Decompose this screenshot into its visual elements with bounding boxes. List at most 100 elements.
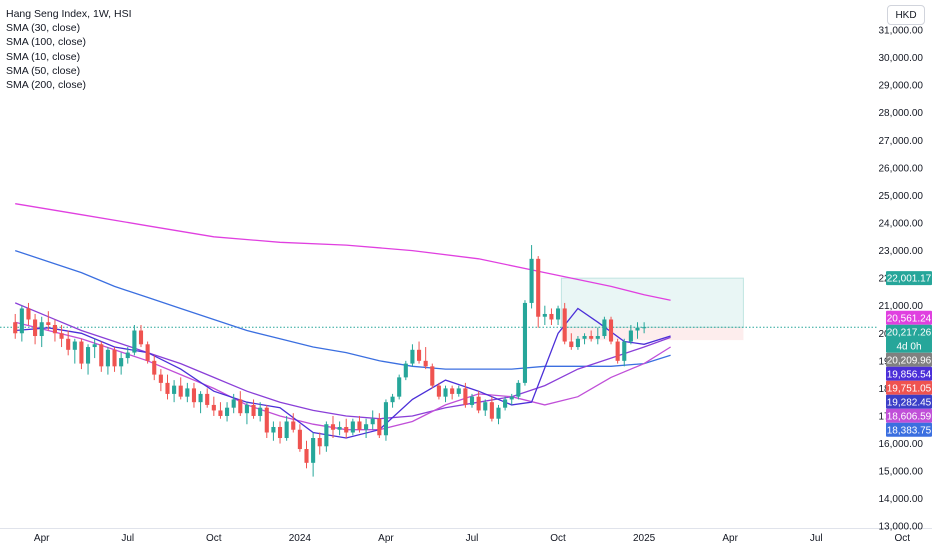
candle-body: [271, 426, 276, 433]
candle-body: [503, 399, 508, 408]
candle-body: [277, 426, 283, 439]
price-tag: [886, 271, 932, 286]
candle-body: [311, 438, 316, 463]
price-tag-label: 19,856.54: [887, 369, 932, 380]
candle-body: [476, 396, 481, 411]
candle-body: [205, 393, 210, 405]
candle-body: [628, 330, 633, 342]
price-tag-label: 18,383.75: [887, 425, 932, 436]
price-tag-label: 22,001.17: [887, 274, 932, 285]
candle-body: [178, 385, 183, 397]
candle-body: [317, 438, 322, 447]
candle-body: [423, 360, 428, 367]
candle-body: [105, 349, 110, 367]
candle-body: [516, 382, 521, 397]
candle-body: [496, 407, 501, 419]
candle-body: [489, 402, 494, 419]
candle-body: [529, 258, 534, 303]
price-tag: [886, 352, 932, 367]
y-tick-label: 23,000.00: [879, 246, 924, 257]
candle-body: [211, 404, 216, 411]
chart-title[interactable]: Hang Seng Index, 1W, HSI: [6, 8, 132, 20]
x-tick-label: 2024: [289, 533, 312, 544]
candle-body: [125, 352, 130, 359]
candle-body: [463, 388, 468, 405]
price-tag: [886, 422, 932, 437]
candle-body: [304, 449, 309, 463]
candle-body: [562, 308, 567, 342]
candle-body: [542, 313, 547, 317]
y-tick-label: 26,000.00: [879, 163, 924, 174]
candle-body: [383, 402, 388, 436]
candle-body: [66, 338, 71, 350]
candle-body: [403, 363, 408, 378]
candle-body: [39, 322, 44, 337]
candle-body: [608, 319, 614, 342]
candle-body: [291, 421, 296, 430]
chart-legend: Hang Seng Index, 1W, HSI SMA (30, close)…: [6, 7, 132, 92]
sma-line: [14, 249, 671, 370]
x-tick-label: 2025: [633, 533, 656, 544]
candle-body: [350, 421, 355, 433]
y-tick-label: 30,000.00: [879, 53, 924, 64]
price-tag-countdown: 4d 0h: [896, 341, 921, 352]
candle-body: [469, 396, 475, 405]
candle-body: [244, 404, 249, 414]
legend-sma-100[interactable]: SMA (100, close): [6, 36, 86, 49]
y-tick-label: 25,000.00: [879, 191, 924, 202]
x-tick-label: Jul: [466, 533, 479, 544]
candle-body: [231, 399, 236, 408]
price-tag-label: 20,217.26: [887, 327, 932, 338]
sma-line: [15, 203, 671, 301]
candle-body: [258, 407, 263, 416]
candle-body: [152, 360, 157, 375]
candle-body: [132, 330, 137, 353]
candle-body: [602, 319, 607, 337]
x-tick-label: Apr: [34, 533, 50, 544]
candle-body: [85, 347, 91, 364]
x-tick-label: Oct: [206, 533, 222, 544]
candle-body: [410, 349, 415, 364]
price-tag: [886, 408, 932, 423]
price-tag-label: 19,282.45: [887, 397, 932, 408]
y-tick-label: 24,000.00: [879, 219, 924, 230]
y-tick-label: 16,000.00: [879, 439, 924, 450]
legend-sma-30[interactable]: SMA (30, close): [6, 22, 81, 35]
candle-body: [264, 407, 269, 433]
candle-body: [443, 388, 448, 397]
position-stop-zone: [561, 327, 744, 341]
y-tick-label: 31,000.00: [879, 26, 924, 37]
candle-body: [436, 385, 441, 397]
candle-body: [549, 313, 554, 320]
candle-body: [397, 377, 402, 397]
legend-sma-50[interactable]: SMA (50, close): [6, 64, 81, 77]
candle-body: [251, 404, 256, 416]
candle-body: [191, 388, 197, 403]
x-tick-label: Jul: [121, 533, 134, 544]
legend-sma-200[interactable]: SMA (200, close): [6, 79, 86, 92]
price-tag-label: 20,561.24: [887, 313, 932, 324]
candle-body: [615, 341, 620, 361]
y-tick-label: 28,000.00: [879, 108, 924, 119]
price-tag: [886, 324, 932, 353]
price-tag: [886, 394, 932, 409]
candle-body: [138, 330, 144, 345]
x-tick-label: Apr: [722, 533, 738, 544]
candle-body: [569, 341, 574, 348]
candle-body: [582, 336, 587, 339]
price-tag-label: 18,606.59: [887, 411, 932, 422]
candle-body: [92, 344, 97, 348]
candle-body: [79, 341, 84, 364]
currency-button[interactable]: HKD: [887, 5, 925, 25]
legend-sma-10[interactable]: SMA (10, close): [6, 50, 81, 63]
candle-body: [450, 388, 455, 394]
candle-body: [589, 336, 594, 339]
candle-body: [483, 402, 488, 411]
y-tick-label: 13,000.00: [879, 522, 924, 533]
candle-body: [430, 366, 435, 386]
y-tick-label: 14,000.00: [879, 494, 924, 505]
candle-body: [377, 418, 382, 436]
y-tick-label: 21,000.00: [879, 301, 924, 312]
candle-body: [172, 385, 177, 394]
